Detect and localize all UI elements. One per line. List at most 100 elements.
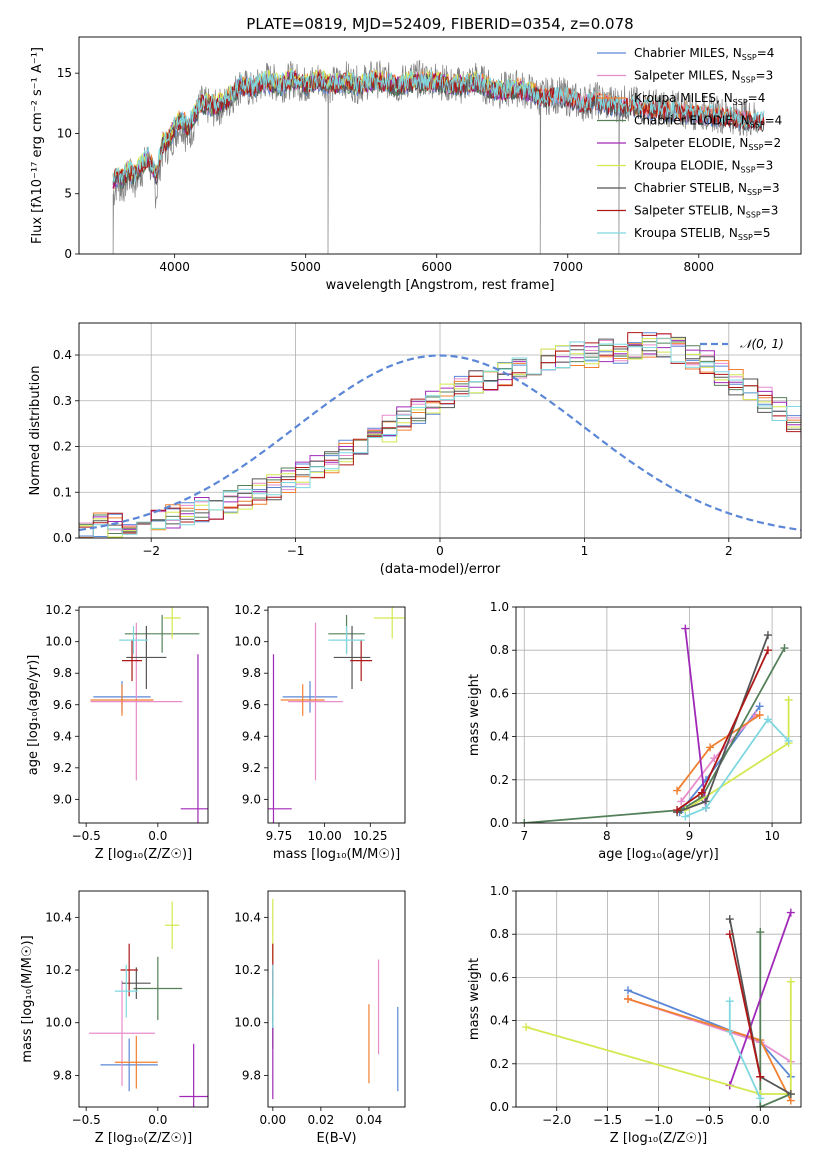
y-tick-label: 10.2 bbox=[234, 603, 261, 617]
x-tick-label: 8 bbox=[603, 829, 611, 843]
axes-frame bbox=[515, 606, 802, 824]
y-tick-label: 10.2 bbox=[45, 603, 72, 617]
y-tick-label: 9.8 bbox=[242, 1068, 261, 1082]
legend-entry: Salpeter MILES, NSSP=3 bbox=[634, 69, 773, 85]
x-tick-label: 8000 bbox=[684, 260, 715, 274]
plus-marker bbox=[697, 788, 706, 797]
x-tick-label: 7000 bbox=[552, 260, 583, 274]
x-axis-label: Z [log₁₀(Z/Z☉)] bbox=[95, 1131, 192, 1146]
plus-marker bbox=[786, 908, 795, 917]
panel-age_vs_Z: −0.5 0.0 9.0 9.2 9.4 9.6 9.8 10.0 10.2 Z [log₁₀(Z… bbox=[26, 603, 209, 862]
x-tick-label: 0 bbox=[436, 544, 444, 558]
panel-mass_vs_Z: −0.5 0.0 9.8 10.0 10.2 10.4 Z [log₁₀(Z/Z☉)] mas… bbox=[20, 890, 209, 1146]
y-tick-label: 10.0 bbox=[234, 635, 261, 649]
y-tick-label: 10.0 bbox=[45, 1016, 72, 1030]
y-axis-label: age [log₁₀(age/yr)] bbox=[26, 655, 41, 776]
errorbar-point bbox=[100, 1038, 158, 1092]
errorbar-point bbox=[328, 625, 365, 655]
weight-line-salpeter-stelib bbox=[728, 934, 762, 1077]
plus-marker bbox=[763, 631, 772, 640]
x-tick-label: 10 bbox=[764, 829, 779, 843]
y-tick-label: 1.0 bbox=[490, 600, 509, 614]
legend-entry: Chabrier MILES, NSSP=4 bbox=[634, 46, 774, 62]
y-tick-label: 10.4 bbox=[45, 910, 72, 924]
plot-area bbox=[268, 607, 405, 823]
axes-frame bbox=[267, 606, 406, 824]
errorbar-point bbox=[126, 625, 167, 689]
x-axis-label: Z [log₁₀(Z/Z☉)] bbox=[95, 847, 192, 862]
plus-marker bbox=[756, 1072, 765, 1081]
hist-step-chabrier-miles bbox=[79, 332, 801, 537]
x-tick-label: −1.5 bbox=[593, 1113, 622, 1127]
errorbar-point bbox=[280, 684, 325, 716]
plus-marker bbox=[786, 1090, 795, 1099]
axes-frame bbox=[78, 322, 802, 539]
hist-step-kroupa-miles bbox=[79, 338, 801, 538]
y-tick-label: 0.8 bbox=[490, 927, 509, 941]
errorbar-point bbox=[120, 943, 138, 997]
legend-entry: Chabrier ELODIE, NSSP=4 bbox=[634, 114, 782, 130]
x-axis-label: age [log₁₀(age/yr)] bbox=[598, 847, 719, 862]
errorbar-point bbox=[268, 654, 292, 823]
plus-marker bbox=[725, 1027, 734, 1036]
y-tick-label: 9.6 bbox=[242, 698, 261, 712]
x-axis-label: wavelength [Angstrom, rest frame] bbox=[326, 278, 555, 293]
x-tick-label: 6000 bbox=[421, 260, 452, 274]
hist-step-kroupa-stelib bbox=[79, 337, 801, 538]
weight-line-chabrier-elodie bbox=[524, 647, 786, 823]
plus-marker bbox=[784, 736, 793, 745]
x-tick-label: 7 bbox=[520, 829, 528, 843]
legend-entry: Kroupa STELIB, NSSP=5 bbox=[634, 226, 771, 242]
x-tick-label: 2 bbox=[725, 544, 733, 558]
errorbar-point bbox=[89, 980, 155, 1086]
legend-entry: 𝒩(0, 1) bbox=[740, 337, 784, 351]
plot-area bbox=[522, 908, 795, 1107]
weight-line-chabrier-elodie bbox=[759, 932, 792, 1107]
plus-marker bbox=[702, 803, 710, 812]
errorbar-point bbox=[350, 640, 373, 682]
y-tick-label: 0.2 bbox=[53, 440, 72, 454]
y-tick-label: 0 bbox=[64, 247, 72, 261]
x-tick-label: 0.0 bbox=[148, 829, 167, 843]
y-tick-label: 9.0 bbox=[242, 792, 261, 806]
x-tick-label: 9 bbox=[686, 829, 694, 843]
y-tick-label: 10.2 bbox=[45, 963, 72, 977]
panel-weight_vs_Z: −2.0 −1.5 −1.0 −0.5 0.0 0.0 0.2 0.4 0.6 0.8 1.0 Z [… bbox=[467, 884, 802, 1146]
plot-area bbox=[89, 901, 208, 1107]
y-tick-label: 9.8 bbox=[53, 666, 72, 680]
errorbar-point bbox=[124, 614, 200, 653]
plus-marker bbox=[756, 1103, 765, 1107]
plot-area bbox=[79, 332, 801, 538]
errorbar-point bbox=[288, 622, 343, 781]
axes-frame bbox=[78, 36, 802, 255]
plot-area bbox=[112, 59, 765, 254]
y-tick-label: 9.8 bbox=[242, 666, 261, 680]
spectrum-legend: Chabrier MILES, NSSP=4 Salpeter MILES, NS… bbox=[597, 46, 782, 242]
legend-entry: Kroupa ELODIE, NSSP=3 bbox=[634, 159, 773, 175]
errorbar-point bbox=[179, 1043, 208, 1107]
x-tick-label: −2 bbox=[142, 544, 160, 558]
plus-marker bbox=[780, 644, 789, 653]
y-axis-label: Flux [fλ10⁻¹⁷ erg cm⁻² s⁻¹ A⁻¹] bbox=[30, 47, 45, 244]
plus-marker bbox=[725, 930, 734, 939]
x-tick-label: −0.5 bbox=[72, 829, 101, 843]
hist-step-salpeter-stelib bbox=[79, 332, 801, 534]
y-tick-label: 10 bbox=[57, 126, 72, 140]
y-tick-label: 9.4 bbox=[242, 729, 261, 743]
plus-marker bbox=[681, 812, 690, 821]
panel-residuals: −2 −1 0 1 2 0.0 0.1 0.2 0.3 0.4 (data-model)/error… bbox=[28, 322, 802, 577]
y-tick-label: 0.4 bbox=[490, 1014, 509, 1028]
plus-marker bbox=[623, 986, 632, 995]
hist-step-salpeter-miles bbox=[79, 333, 801, 538]
errorbar-point bbox=[122, 640, 143, 682]
errorbar-point bbox=[90, 684, 154, 716]
y-tick-label: 1.0 bbox=[490, 884, 509, 898]
y-tick-label: 9.6 bbox=[53, 698, 72, 712]
legend-entry: Salpeter STELIB, NSSP=3 bbox=[634, 204, 778, 220]
plot-area bbox=[272, 898, 399, 1100]
weight-line-kroupa-elodie bbox=[525, 981, 792, 1095]
x-tick-label: −2.0 bbox=[542, 1113, 571, 1127]
y-tick-label: 0.1 bbox=[53, 485, 72, 499]
x-tick-label: 1 bbox=[581, 544, 589, 558]
